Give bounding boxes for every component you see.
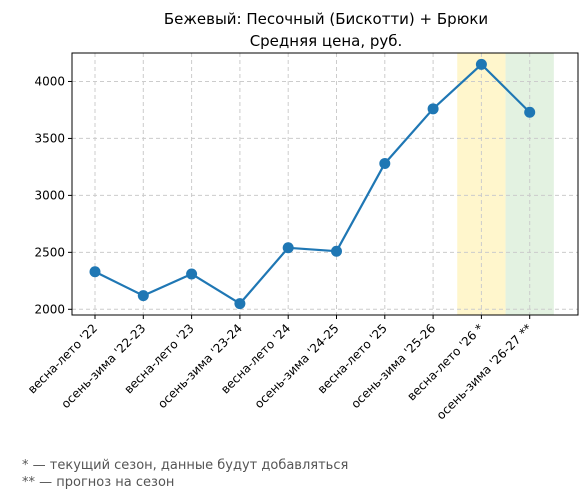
data-point — [282, 242, 294, 254]
footnote-forecast: ** — прогноз на сезон — [22, 475, 174, 490]
data-point — [89, 266, 101, 278]
data-point — [234, 298, 246, 310]
y-tick-label: 2500 — [34, 245, 65, 259]
shaded-region-1 — [505, 53, 554, 315]
data-point — [186, 268, 198, 280]
series-line — [94, 63, 531, 305]
shaded-region-0 — [457, 53, 506, 315]
data-point — [475, 58, 487, 70]
y-tick-label: 4000 — [34, 74, 65, 88]
series — [89, 58, 536, 310]
x-tick-label: осень-зима '22-23 — [59, 321, 149, 411]
data-point — [137, 290, 149, 302]
data-point — [427, 103, 439, 115]
x-tick-label: осень-зима '25-26 — [348, 321, 438, 411]
x-tick-label: осень-зима '24-25 — [252, 321, 342, 411]
x-tick-label: осень-зима '26-27 ** — [434, 321, 535, 422]
footnote-current-season: * — текущий сезон, данные будут добавлят… — [22, 458, 348, 473]
shaded-regions — [457, 53, 554, 315]
plot-frame — [71, 52, 579, 316]
chart-subtitle: Средняя цена, руб. — [250, 32, 403, 50]
data-point — [331, 245, 342, 257]
chart-title: Бежевый: Песочный (Бискотти) + Брюки — [164, 10, 488, 28]
data-point — [524, 106, 536, 118]
x-tick-label: осень-зима '23-24 — [155, 321, 245, 411]
y-tick-label: 2000 — [34, 302, 65, 316]
data-point — [379, 157, 391, 169]
grid — [72, 53, 578, 315]
y-tick-label: 3500 — [34, 131, 65, 145]
y-tick-label: 3000 — [34, 188, 65, 202]
y-axis: 2000 2500 3000 3500 4000 — [34, 74, 72, 316]
